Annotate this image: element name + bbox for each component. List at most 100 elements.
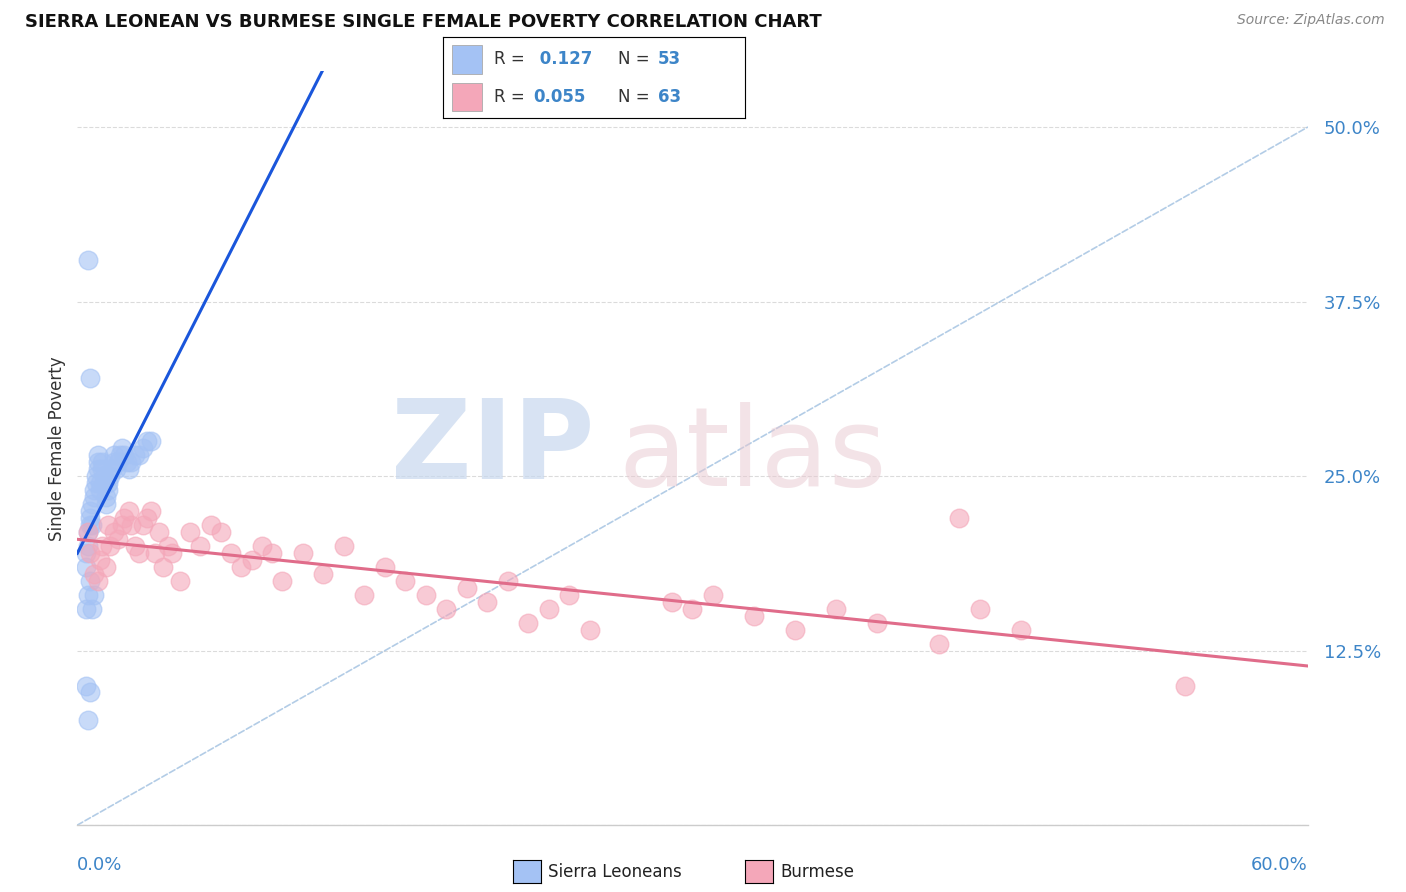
FancyBboxPatch shape — [451, 45, 482, 74]
Point — [87, 462, 110, 476]
Point — [94, 560, 117, 574]
Point — [79, 685, 101, 699]
Point — [152, 560, 174, 574]
Text: 0.0%: 0.0% — [77, 855, 122, 873]
Point — [825, 601, 848, 615]
Point — [132, 442, 155, 455]
Point — [79, 518, 101, 533]
Point — [250, 539, 273, 553]
Point — [93, 469, 115, 483]
Point — [1010, 623, 1032, 637]
Point — [682, 601, 704, 615]
Point — [456, 581, 478, 595]
Point — [179, 524, 201, 539]
Point — [114, 511, 136, 525]
Point — [141, 504, 163, 518]
Point — [90, 539, 114, 553]
Point — [75, 679, 97, 693]
Point — [948, 511, 970, 525]
Point — [94, 490, 117, 504]
Point — [148, 524, 170, 539]
Text: SIERRA LEONEAN VS BURMESE SINGLE FEMALE POVERTY CORRELATION CHART: SIERRA LEONEAN VS BURMESE SINGLE FEMALE … — [25, 13, 823, 31]
Text: R =: R = — [495, 50, 530, 68]
Text: ZIP: ZIP — [391, 395, 595, 501]
Point — [271, 574, 294, 588]
Point — [87, 448, 110, 462]
Text: 60.0%: 60.0% — [1251, 855, 1308, 873]
Point — [83, 566, 105, 581]
Point — [120, 518, 142, 533]
Point — [76, 524, 98, 539]
FancyBboxPatch shape — [451, 83, 482, 112]
Point — [240, 553, 263, 567]
Point — [333, 539, 356, 553]
Point — [928, 637, 950, 651]
Point — [89, 476, 111, 491]
Point — [84, 469, 107, 483]
Text: Sierra Leoneans: Sierra Leoneans — [548, 863, 682, 881]
Point — [477, 595, 499, 609]
Point — [291, 546, 314, 560]
Point — [143, 546, 166, 560]
Point — [558, 588, 581, 602]
Text: Source: ZipAtlas.com: Source: ZipAtlas.com — [1237, 13, 1385, 28]
Text: N =: N = — [619, 88, 655, 106]
Point — [1174, 679, 1197, 693]
Point — [87, 574, 110, 588]
Y-axis label: Single Female Poverty: Single Female Poverty — [48, 356, 66, 541]
Point — [209, 524, 232, 539]
Point — [79, 574, 101, 588]
Point — [120, 455, 142, 469]
Point — [200, 518, 222, 533]
Text: 0.055: 0.055 — [534, 88, 586, 106]
Point — [114, 448, 136, 462]
Text: 63: 63 — [658, 88, 681, 106]
Point — [783, 623, 806, 637]
Point — [107, 455, 129, 469]
Point — [90, 462, 114, 476]
Point — [89, 553, 111, 567]
Point — [262, 546, 284, 560]
Point — [702, 588, 724, 602]
Point — [136, 434, 159, 449]
Point — [98, 469, 121, 483]
Text: atlas: atlas — [619, 402, 887, 509]
Point — [98, 539, 121, 553]
Point — [353, 588, 375, 602]
Point — [537, 601, 560, 615]
Point — [105, 462, 128, 476]
Point — [97, 483, 120, 497]
Point — [83, 483, 105, 497]
Point — [83, 588, 105, 602]
Point — [76, 714, 98, 728]
Point — [79, 504, 101, 518]
Point — [75, 546, 97, 560]
Point — [76, 539, 98, 553]
Point — [80, 518, 103, 533]
Point — [231, 560, 253, 574]
Point — [136, 511, 159, 525]
Point — [76, 252, 98, 267]
Point — [156, 539, 179, 553]
Point — [394, 574, 416, 588]
Point — [496, 574, 519, 588]
Point — [94, 497, 117, 511]
Point — [141, 434, 163, 449]
Point — [128, 448, 150, 462]
Point — [101, 462, 124, 476]
Point — [103, 524, 125, 539]
Point — [90, 455, 114, 469]
Point — [111, 442, 134, 455]
Point — [76, 588, 98, 602]
Point — [312, 566, 335, 581]
Point — [111, 518, 134, 533]
Point — [97, 518, 120, 533]
Point — [219, 546, 242, 560]
Point — [80, 601, 103, 615]
Point — [124, 539, 146, 553]
Point — [79, 511, 101, 525]
Point — [661, 595, 683, 609]
Point — [115, 455, 138, 469]
Point — [415, 588, 437, 602]
Point — [517, 615, 540, 630]
